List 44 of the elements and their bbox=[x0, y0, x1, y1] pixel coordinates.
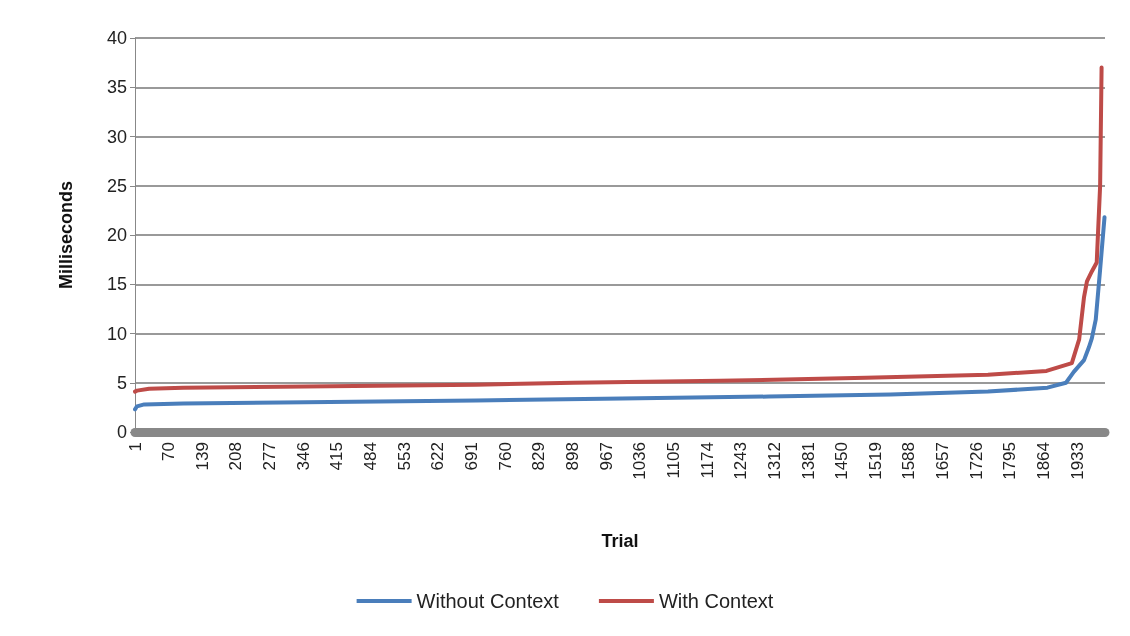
y-tick-label: 10 bbox=[106, 323, 127, 344]
x-tick-label: 1243 bbox=[731, 442, 751, 480]
x-tick-label: 415 bbox=[327, 442, 347, 471]
x-tick-label: 1 bbox=[125, 442, 145, 452]
x-tick-label: 346 bbox=[293, 442, 313, 471]
x-tick-label: 1933 bbox=[1067, 442, 1087, 480]
x-tick-label: 1657 bbox=[933, 442, 953, 480]
x-tick-label: 829 bbox=[529, 442, 549, 471]
x-tick-label: 1588 bbox=[899, 442, 919, 480]
y-axis-title: Milliseconds bbox=[56, 180, 76, 290]
line-series bbox=[133, 215, 1107, 412]
x-tick-label: 1864 bbox=[1034, 442, 1054, 480]
y-tick-label: 5 bbox=[116, 372, 127, 393]
x-tick-label: 1036 bbox=[630, 442, 650, 480]
x-tick-label: 967 bbox=[596, 442, 616, 471]
x-tick-label: 553 bbox=[394, 442, 414, 471]
legend-label: With Context bbox=[658, 590, 774, 612]
x-tick-label: 70 bbox=[159, 442, 179, 461]
x-tick-label: 760 bbox=[495, 442, 515, 471]
x-tick-label: 691 bbox=[462, 442, 481, 471]
x-axis-title: Trial bbox=[601, 531, 639, 551]
y-tick-label: 15 bbox=[106, 274, 127, 295]
y-tick-label: 20 bbox=[106, 225, 127, 245]
x-tick-label: 1450 bbox=[832, 442, 852, 480]
x-tick-label: 139 bbox=[192, 442, 212, 471]
x-tick-label: 1519 bbox=[865, 442, 885, 480]
x-tick-label: 1312 bbox=[764, 442, 784, 480]
x-tick-label: 1795 bbox=[1000, 442, 1020, 480]
x-tick-label: 1174 bbox=[697, 442, 717, 479]
x-tick-label: 622 bbox=[428, 442, 448, 471]
y-tick-label: 35 bbox=[106, 77, 127, 98]
x-tick-label: 208 bbox=[226, 442, 246, 471]
y-tick-label: 40 bbox=[106, 28, 127, 48]
x-tick-label: 1726 bbox=[966, 442, 986, 480]
x-tick-label: 898 bbox=[562, 442, 582, 471]
legend-label: Without Context bbox=[416, 590, 560, 612]
x-tick-label: 484 bbox=[361, 442, 381, 471]
x-tick-label: 1105 bbox=[663, 442, 683, 479]
y-tick-label: 25 bbox=[106, 175, 127, 196]
x-tick-label: 1381 bbox=[798, 442, 818, 480]
x-tick-label: 277 bbox=[260, 442, 280, 471]
line-series bbox=[133, 65, 1104, 394]
y-tick-label: 30 bbox=[106, 126, 127, 147]
y-tick-label: 0 bbox=[116, 422, 127, 442]
